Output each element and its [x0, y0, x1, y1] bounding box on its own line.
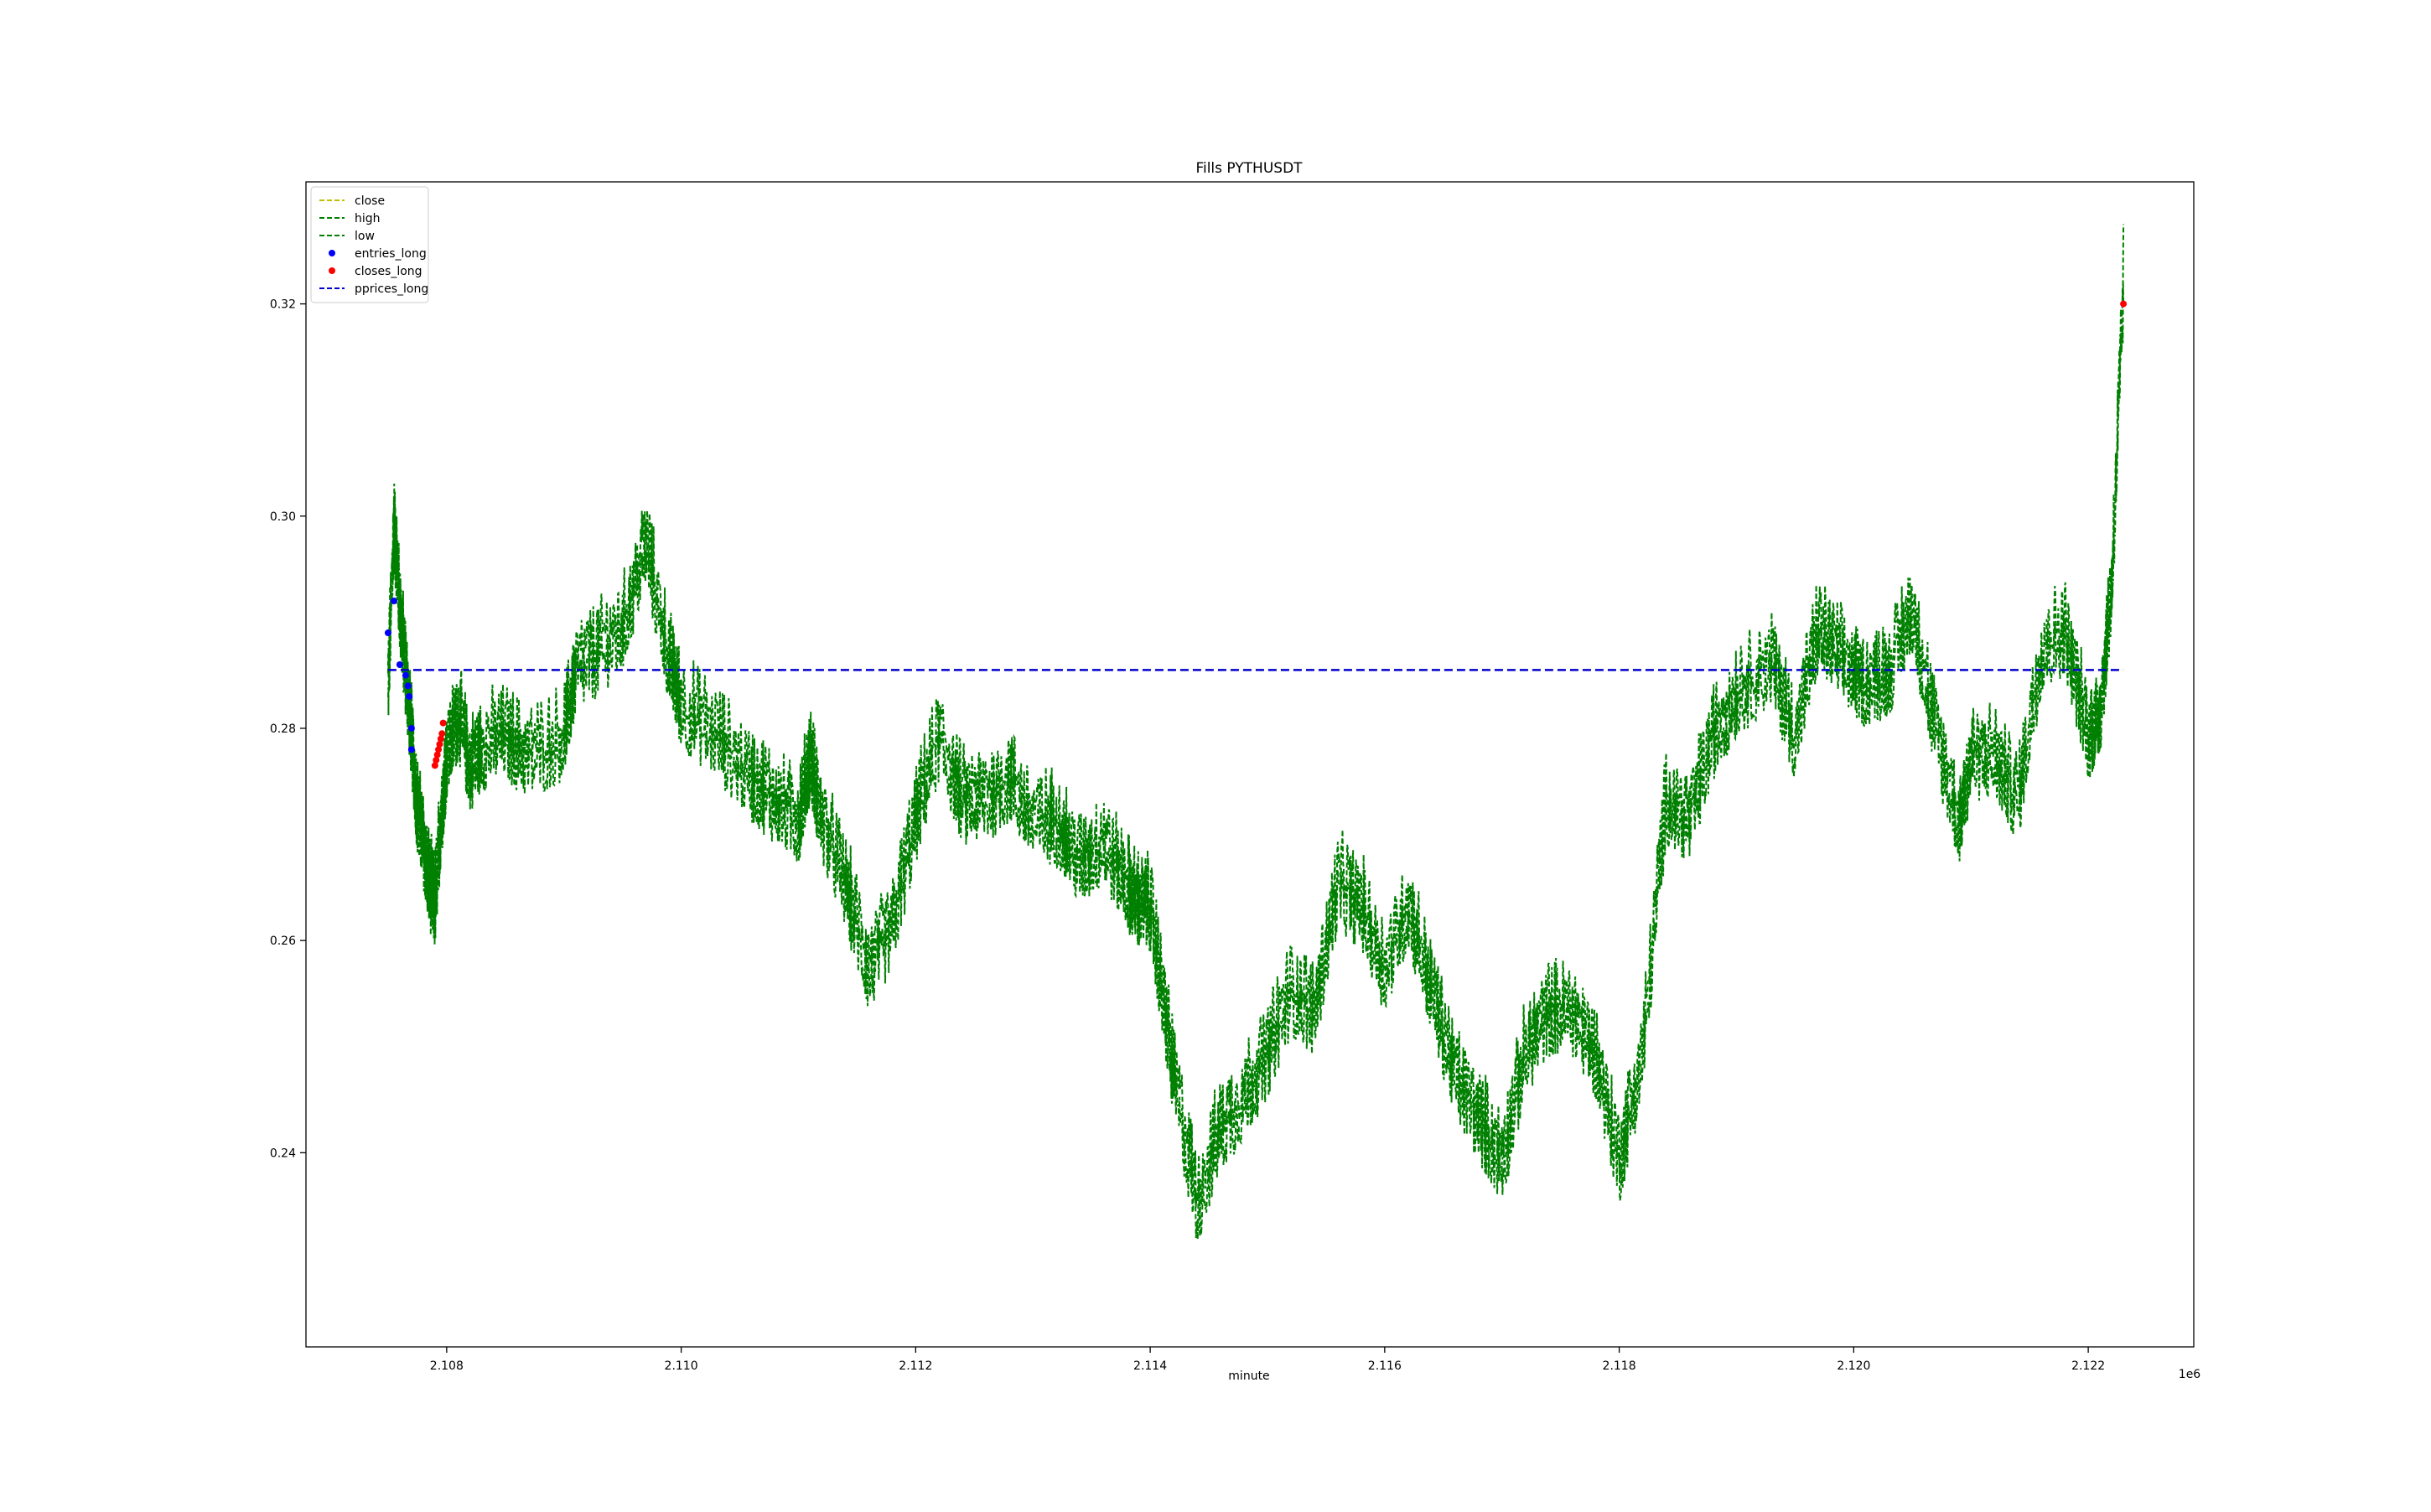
legend-entry-low: low	[319, 230, 375, 243]
marker-closes-long	[438, 730, 446, 738]
x-tick-label: 2.110	[665, 1359, 698, 1373]
marker-closes-long	[2120, 300, 2128, 308]
series-low-line	[386, 283, 2125, 1240]
y-tick-label: 0.32	[270, 298, 296, 312]
axes: 2.108 2.110 2.112 2.114 2.116 2.118 2.120 2.122…	[270, 181, 2195, 1373]
legend-label-pprices-long: pprices_long	[355, 282, 428, 296]
marker-closes-long	[431, 762, 438, 769]
legend: close high low entries_long closes_longppric…	[310, 186, 429, 303]
legend-entry-pprices-long: pprices_long	[319, 282, 428, 296]
x-axis-offset-label: 1e6	[2179, 1368, 2201, 1381]
y-tick-label: 0.30	[270, 510, 296, 524]
x-tick-label: 2.114	[1133, 1359, 1167, 1373]
marker-closes-long	[436, 740, 443, 748]
marker-entries-long	[384, 629, 391, 637]
marker-closes-long	[439, 719, 447, 727]
x-tick-label: 2.118	[1603, 1359, 1636, 1373]
marker-entries-long	[407, 724, 415, 732]
legend-entry-entries-long: entries_long	[329, 247, 427, 261]
legend-box	[310, 186, 429, 303]
marker-entries-long	[396, 661, 403, 669]
marker-entries-long	[404, 682, 412, 690]
y-tick-label: 0.26	[270, 935, 296, 948]
chart-title: Fills PYTHUSDT	[1195, 160, 1303, 177]
marker-closes-long	[433, 756, 440, 764]
plot-area	[384, 224, 2128, 1240]
legend-entry-closes-long: closes_long	[329, 265, 422, 278]
marker-entries-long	[407, 746, 415, 753]
x-tick-label: 2.108	[430, 1359, 464, 1373]
x-tick-label: 2.116	[1368, 1359, 1402, 1373]
legend-entry-close: close	[319, 194, 385, 208]
x-axis-label: minute	[1228, 1370, 1269, 1383]
x-tick-label: 2.120	[1837, 1359, 1870, 1373]
marker-closes-long	[435, 746, 443, 753]
legend-label-entries-long: entries_long	[355, 247, 427, 261]
marker-closes-long	[437, 735, 444, 743]
legend-label-low: low	[355, 230, 375, 243]
marker-entries-long	[390, 598, 397, 605]
legend-entry-high: high	[319, 212, 381, 225]
legend-label-high: high	[355, 212, 381, 225]
y-tick-label: 0.28	[270, 722, 296, 736]
legend-swatch-closes-long	[329, 267, 335, 274]
axes-frame	[305, 181, 2195, 1348]
legend-label-close: close	[355, 194, 385, 208]
marker-closes-long	[433, 751, 441, 759]
marker-entries-long	[402, 671, 409, 679]
marker-entries-long	[406, 692, 413, 700]
x-tick-label: 2.122	[2071, 1359, 2105, 1373]
legend-swatch-entries-long	[329, 250, 335, 256]
legend-label-closes-long: closes_long	[355, 265, 422, 278]
y-tick-label: 0.24	[270, 1147, 296, 1160]
x-tick-label: 2.112	[899, 1359, 932, 1373]
